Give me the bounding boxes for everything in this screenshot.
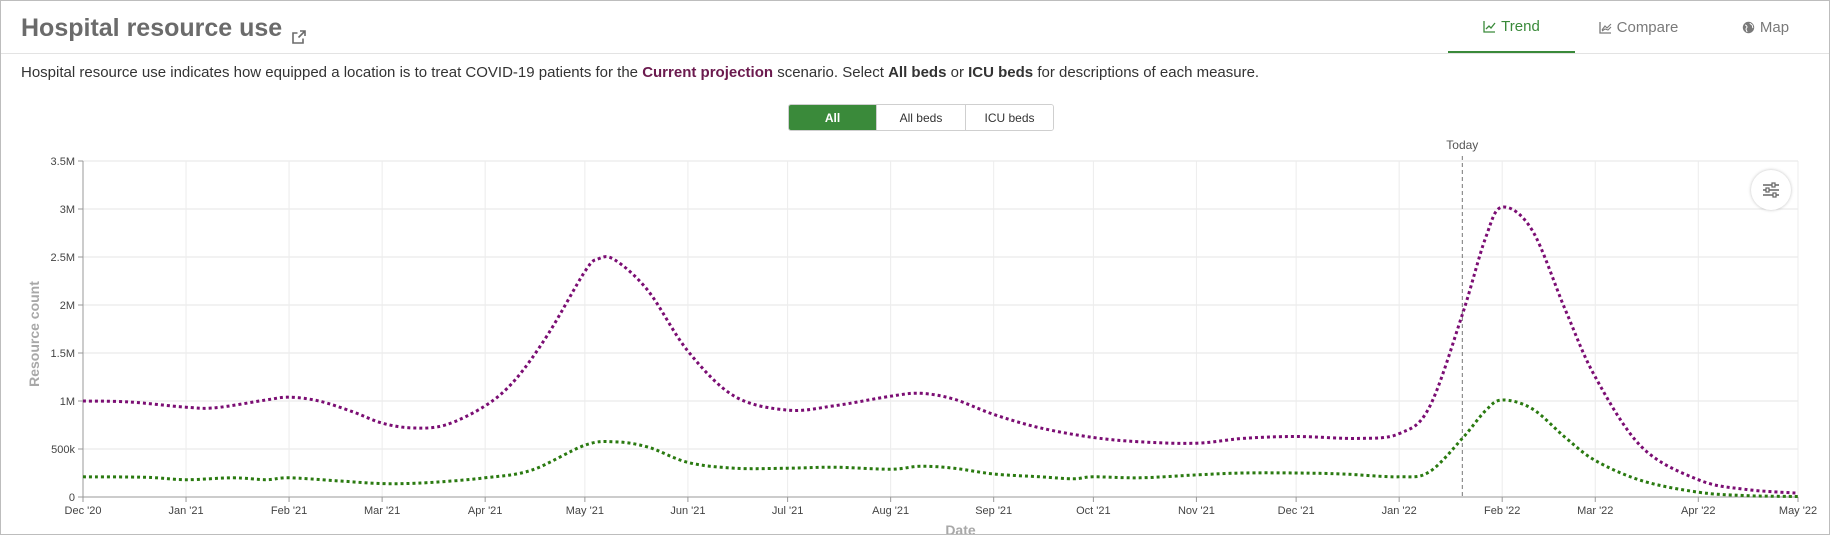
page-title-text: Hospital resource use [21,14,283,42]
series-line-icu-beds [82,398,1799,498]
y-axis-title: Resource count [26,281,42,387]
x-tick-label: Mar '21 [364,505,400,517]
y-tick-label: 500k [51,444,75,456]
tab-compare-label: Compare [1616,18,1679,36]
x-tick-label: Jan '21 [168,505,203,517]
desc-mid2: or [946,64,969,81]
globe-icon [1742,21,1755,33]
x-tick-label: May '21 [566,505,604,517]
y-tick-label: 2M [60,300,75,312]
x-tick-label: Sep '21 [975,505,1012,517]
compare-chart-icon [1598,21,1612,34]
desc-icu-beds: ICU beds [968,64,1034,81]
x-tick-label: Apr '22 [1681,505,1716,517]
x-tick-label: Oct '21 [1076,505,1111,517]
x-tick-label: Dec '21 [1278,505,1315,517]
page-title: Hospital resource use [21,14,307,44]
x-tick-label: Jan '22 [1382,505,1417,517]
tab-map-label: Map [1759,18,1790,36]
y-tick-label: 2.5M [51,252,75,264]
x-tick-label: Dec '20 [65,505,102,517]
line-chart-icon [1483,20,1496,33]
desc-suffix: for descriptions of each measure. [1033,64,1260,81]
toggle-icu-beds-button[interactable]: ICU beds [965,105,1053,130]
tab-trend[interactable]: Trend [1448,1,1575,53]
y-tick-label: 1.5M [51,348,75,360]
x-axis-title: Date [945,522,976,534]
desc-prefix: Hospital resource use indicates how equi… [21,64,643,81]
external-link-icon[interactable] [292,22,307,44]
sliders-icon [1763,182,1779,198]
desc-mid1: scenario. Select [773,64,889,81]
chart-settings-button[interactable] [1751,170,1791,210]
series-line-all-beds [82,205,1799,495]
x-tick-label: Aug '21 [872,505,909,517]
x-tick-label: Nov '21 [1178,505,1215,517]
x-tick-label: Jul '21 [772,505,803,517]
toggle-all-button[interactable]: All [789,105,876,130]
tab-compare[interactable]: Compare [1575,1,1702,53]
today-label: Today [1446,138,1478,152]
x-tick-label: Apr '21 [468,505,503,517]
x-tick-label: Feb '22 [1484,505,1520,517]
x-tick-label: May '22 [1779,505,1817,517]
y-tick-label: 1M [60,396,75,408]
y-tick-label: 3M [60,204,75,216]
tab-trend-label: Trend [1501,17,1540,35]
y-tick-label: 0 [69,492,75,504]
scenario-name: Current projection [642,64,774,81]
x-tick-label: Feb '21 [271,505,307,517]
description-text: Hospital resource use indicates how equi… [21,64,1259,81]
y-tick-label: 3.5M [51,156,75,168]
view-tabs: Trend Compare Map [1448,1,1829,53]
measure-toggle: All All beds ICU beds [788,104,1054,131]
desc-all-beds: All beds [888,64,947,81]
toggle-all-beds-button[interactable]: All beds [876,105,965,130]
header-divider [1,53,1829,54]
x-tick-label: Mar '22 [1577,505,1613,517]
tab-map[interactable]: Map [1702,1,1829,53]
x-tick-label: Jun '21 [670,505,705,517]
